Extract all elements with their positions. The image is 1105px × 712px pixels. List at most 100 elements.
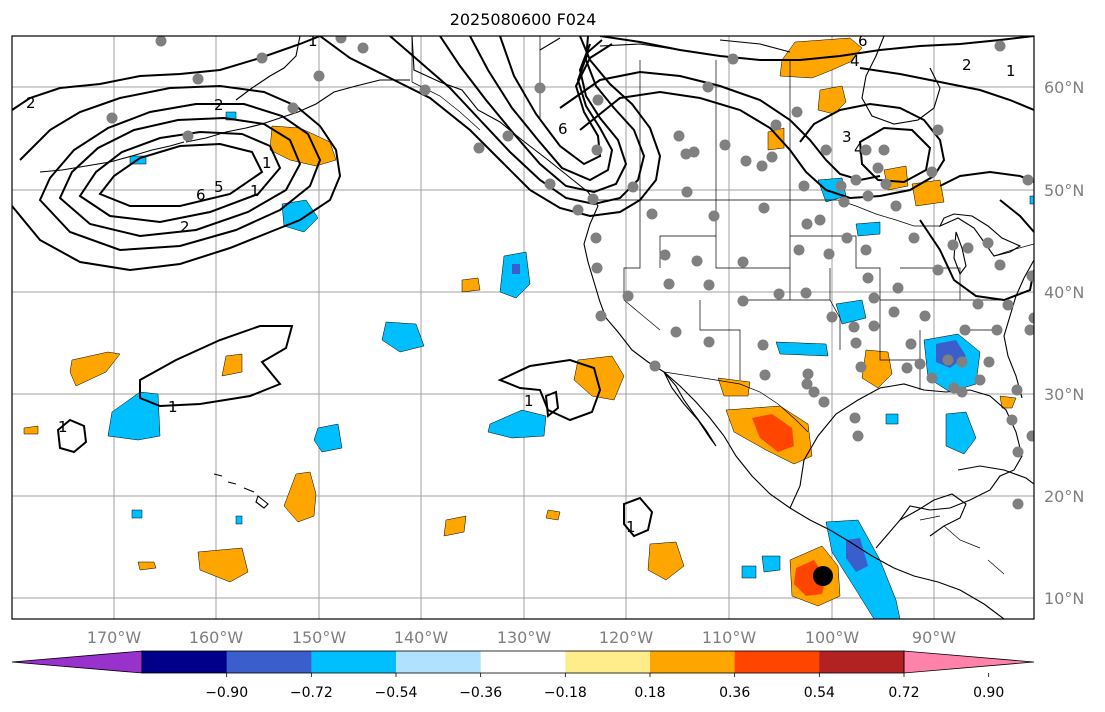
contour-label: 1	[626, 518, 636, 536]
negative-anomaly-region	[131, 509, 143, 519]
longitude-tick-label: 90°W	[912, 628, 956, 647]
contour-line	[623, 496, 654, 538]
station-marker	[737, 256, 749, 268]
longitude-tick-label: 100°W	[805, 628, 860, 647]
aleutian-islands	[39, 141, 185, 173]
negative-anomaly-region	[761, 555, 781, 573]
canada-province-borders	[539, 36, 791, 200]
negative-anomaly-region	[741, 565, 757, 579]
station-marker	[962, 242, 974, 254]
station-marker	[850, 174, 862, 186]
station-marker	[335, 36, 347, 44]
colorbar-tick-label: −0.90	[205, 685, 248, 701]
positive-anomaly-region	[647, 541, 685, 581]
station-marker	[1022, 174, 1034, 186]
station-marker	[862, 272, 874, 284]
station-marker	[1026, 430, 1034, 442]
station-marker	[591, 144, 603, 156]
contour-line	[579, 90, 946, 200]
colorbar-tick-label: −0.36	[459, 685, 502, 701]
contour-line	[544, 390, 560, 418]
negative-anomaly-region	[945, 411, 977, 455]
station-marker	[850, 337, 862, 349]
positive-anomaly-region	[573, 355, 625, 401]
political-borders	[411, 36, 1034, 575]
colorbar-tick-label: 0.90	[973, 685, 1004, 701]
station-marker	[106, 112, 118, 124]
negative-anomaly-region	[313, 423, 343, 453]
station-marker	[590, 232, 602, 244]
colorbar-tick-label: 0.54	[804, 685, 835, 701]
station-marker	[982, 237, 994, 249]
negative-anomaly-region	[1029, 195, 1034, 205]
colorbar-tick-label: 0.72	[888, 685, 919, 701]
colorbar-segment	[311, 651, 397, 673]
contour-label: 1	[58, 418, 68, 436]
contour-line	[439, 36, 628, 194]
station-marker	[663, 278, 675, 290]
contour-line	[38, 103, 322, 252]
colorbar-tick-label: 0.36	[719, 685, 750, 701]
positive-anomaly-region	[221, 353, 243, 377]
station-marker	[670, 326, 682, 338]
negative-anomaly-region	[825, 519, 901, 619]
station-marker	[756, 160, 768, 172]
colorbar-tick-label: −0.72	[290, 685, 333, 701]
station-marker	[1002, 299, 1014, 311]
colorbar-segment	[819, 651, 905, 673]
station-marker	[926, 166, 938, 178]
station-marker	[192, 73, 204, 85]
station-marker	[956, 356, 968, 368]
negative-anomaly-region	[499, 251, 531, 299]
coastline-cuba	[957, 465, 1034, 485]
station-marker	[703, 279, 715, 291]
station-marker	[791, 106, 803, 118]
station-marker	[572, 204, 584, 216]
contour-line	[139, 325, 294, 408]
contour-line	[599, 36, 1034, 61]
colorbar: −0.90 −0.72 −0.54 −0.36 −0.18 0.18 0.36 0.54 0.7…	[11, 650, 1035, 701]
station-marker	[502, 130, 514, 142]
station-marker	[826, 311, 838, 323]
longitude-tick-label: 160°W	[189, 628, 244, 647]
contour-line	[999, 199, 1034, 233]
station-marker	[681, 186, 693, 198]
station-marker	[473, 142, 485, 154]
contour-line	[12, 36, 321, 111]
station-marker	[919, 310, 931, 322]
station-marker	[848, 321, 860, 333]
contour-line	[859, 67, 1034, 111]
latitude-tick-label: 40°N	[1044, 283, 1084, 302]
longitude-tick-label: 140°W	[394, 628, 449, 647]
contour-line	[919, 219, 1034, 302]
contour-line	[497, 358, 602, 422]
longitude-tick-label: 110°W	[702, 628, 757, 647]
station-marker	[948, 382, 960, 394]
station-marker	[691, 255, 703, 267]
station-marker	[646, 208, 658, 220]
station-marker	[758, 202, 770, 214]
latitude-tick-label: 50°N	[1044, 181, 1084, 200]
station-marker	[835, 180, 847, 192]
station-marker	[357, 42, 369, 54]
station-marker	[994, 40, 1006, 52]
station-marker	[419, 84, 431, 96]
station-marker	[1012, 498, 1024, 510]
coastline-yucatan	[899, 493, 967, 537]
central-america-borders	[919, 515, 1005, 575]
positive-anomaly-region	[443, 515, 467, 537]
station-marker	[801, 218, 813, 230]
station-marker	[926, 372, 938, 384]
colorbar-extend-high	[903, 650, 1035, 674]
contour-labels: 2 1 6 5 2 1 2 1 6 6 4 2 1 3 4 1 1 1 1	[26, 36, 1016, 536]
contour-label: 2	[26, 94, 36, 112]
station-marker	[994, 259, 1006, 271]
strong-negative-anomaly-region	[512, 264, 520, 274]
contour-line	[58, 116, 302, 238]
station-marker	[974, 374, 986, 386]
contour-label: 2	[962, 56, 972, 74]
latitude-tick-label: 30°N	[1044, 385, 1084, 404]
hawaii-islands	[213, 473, 269, 509]
station-marker	[888, 306, 900, 318]
